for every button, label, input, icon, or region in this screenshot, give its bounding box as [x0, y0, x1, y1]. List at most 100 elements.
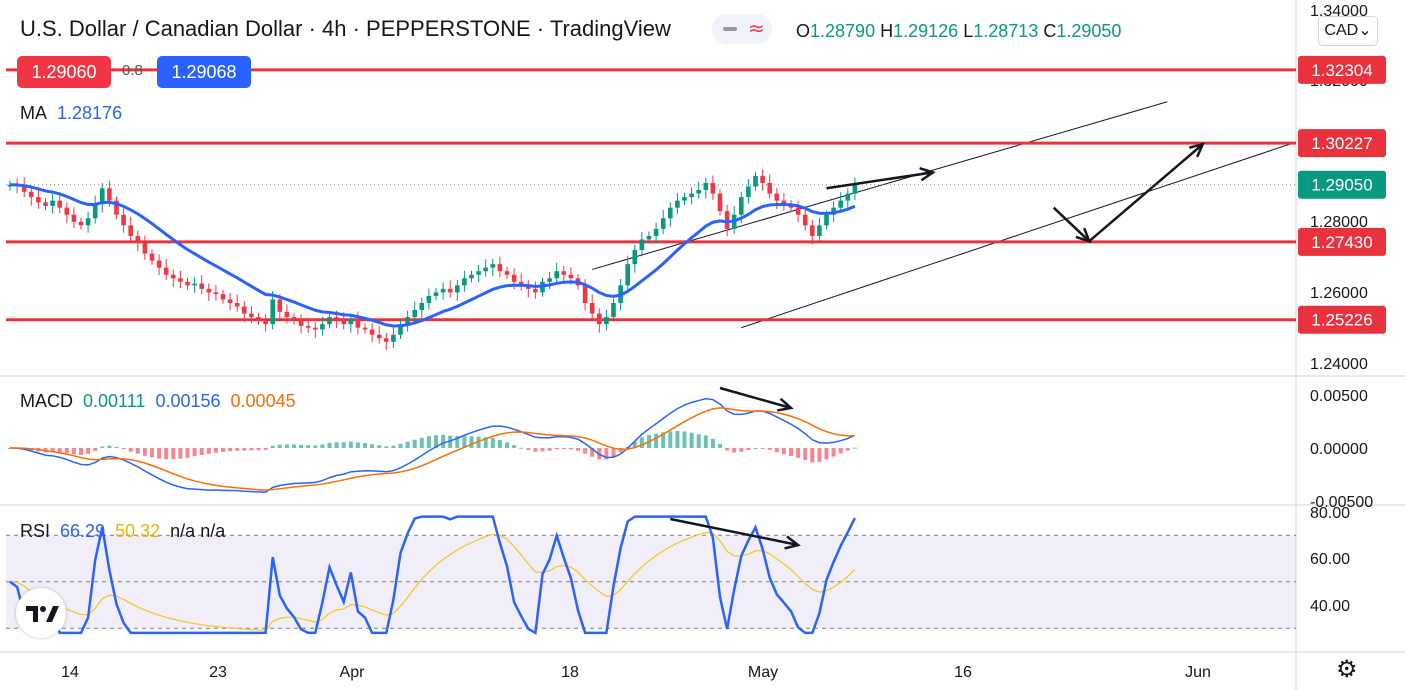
macd-histogram-bar: [135, 448, 140, 454]
time-tick-label: 16: [954, 664, 972, 681]
macd-histogram-bar: [213, 448, 218, 453]
macd-histogram-bar: [157, 448, 162, 459]
spread-value: 0.8: [122, 62, 143, 79]
candle-body: [533, 288, 538, 293]
annotation-arrow: [826, 171, 934, 190]
price-tick-label: 1.34000: [1310, 3, 1368, 20]
macd-histogram-bar: [469, 436, 474, 448]
ma-polyline: [9, 183, 856, 328]
annotation-arrow: [1088, 143, 1204, 243]
candle-body: [817, 225, 822, 236]
price-tick-label: 1.26000: [1310, 285, 1368, 302]
level-price-tag: [1298, 305, 1386, 334]
candle-body: [29, 191, 34, 198]
macd-histogram-bar: [668, 431, 673, 448]
last-price-tag: [1298, 170, 1386, 199]
candle-body: [405, 317, 410, 325]
rsi-legend[interactable]: RSI 66.29 50.32 n/a n/a: [20, 521, 226, 541]
rsi-tick-label: 40.00: [1310, 598, 1350, 615]
macd-histogram-bar: [235, 448, 240, 451]
gear-icon[interactable]: ⚙: [1336, 655, 1358, 683]
macd-histogram-bar: [732, 448, 737, 453]
candle-body: [36, 197, 41, 203]
macd-histogram-bar: [185, 448, 190, 458]
macd-histogram-bar: [568, 448, 573, 450]
rsi-tick-label: 60.00: [1310, 551, 1350, 568]
macd-histogram-bar: [306, 445, 311, 448]
candle-body: [469, 274, 474, 279]
sell-button[interactable]: 1.29060: [17, 56, 111, 88]
candle-body: [511, 274, 517, 282]
macd-histogram-bar: [171, 448, 176, 460]
macd-histogram-bar: [455, 436, 460, 448]
macd-histogram-bar: [710, 438, 715, 448]
candle-body: [611, 302, 616, 318]
candle-body: [270, 299, 275, 325]
macd-histogram-bar: [583, 448, 588, 454]
candle-body: [412, 310, 417, 318]
candle-body: [50, 200, 55, 206]
macd-histogram-bar: [739, 448, 744, 452]
macd-histogram-bar: [618, 448, 623, 453]
macd-tick-label: -0.00500: [1310, 494, 1373, 511]
time-tick-label: 14: [61, 664, 79, 681]
macd-histogram-bar: [348, 441, 353, 448]
macd-histogram-bar: [838, 448, 843, 454]
macd-legend[interactable]: MACD 0.00111 0.00156 0.00045: [20, 391, 296, 411]
symbol-title[interactable]: U.S. Dollar / Canadian Dollar · 4h · PEP…: [20, 16, 671, 41]
macd-histogram-value: 0.00111: [83, 391, 146, 411]
macd-histogram-bar: [391, 445, 396, 448]
candle-body: [21, 185, 27, 192]
buy-button[interactable]: 1.29068: [157, 56, 251, 88]
candle-body: [703, 182, 709, 191]
candle-body: [589, 302, 595, 314]
macd-histogram-bar: [632, 441, 637, 448]
candle-body: [426, 295, 432, 303]
annotation-arrow-head: [1188, 142, 1205, 158]
ma-legend[interactable]: MA 1.28176: [20, 103, 123, 123]
macd-histogram-bar: [448, 435, 453, 448]
candle-body: [178, 278, 183, 282]
rsi-value: 66.29: [60, 521, 106, 541]
candle-body: [213, 292, 219, 295]
currency-selector[interactable]: CAD⌄: [1318, 16, 1378, 46]
rsi-line: [9, 515, 857, 635]
macd-histogram-bar: [505, 442, 509, 448]
macd-histogram-bar: [462, 436, 467, 448]
macd-histogram-bar: [547, 448, 552, 451]
macd-histogram-bar: [341, 442, 346, 448]
candle-body: [497, 264, 503, 272]
macd-histogram-bar: [284, 444, 289, 448]
macd-histogram-bar: [221, 448, 225, 452]
macd-histogram-bar: [150, 448, 154, 458]
candle-body: [369, 329, 375, 335]
macd-histogram-bar: [483, 437, 488, 448]
macd-divergence-arrow: [719, 386, 792, 410]
macd-histogram-bar: [852, 447, 857, 449]
time-axis[interactable]: 14 23 Apr 18 May 16 Jun: [61, 664, 1211, 681]
candle-body: [653, 228, 659, 236]
macd-histogram-bar: [760, 448, 765, 449]
candle-body: [682, 197, 687, 201]
candle-body: [107, 188, 112, 201]
time-tick-label: May: [748, 664, 778, 681]
candle-body: [249, 313, 254, 318]
candle-body: [831, 207, 836, 215]
macd-histogram-bar: [845, 448, 850, 451]
macd-histogram-bar: [789, 448, 793, 457]
macd-pane: [8, 386, 857, 493]
candle-body: [135, 235, 141, 243]
tradingview-logo[interactable]: [16, 588, 66, 638]
macd-histogram-bar: [398, 443, 403, 448]
macd-histogram-bar: [746, 448, 751, 451]
indicator-toggle-pill[interactable]: ≈: [712, 14, 772, 44]
macd-histogram-bar: [299, 444, 304, 448]
candle-body: [192, 283, 197, 286]
candle-body: [433, 292, 439, 296]
candle-body: [156, 260, 162, 268]
macd-histogram-bar: [639, 437, 644, 448]
candle-body: [476, 271, 481, 275]
level-price-tag-label: 1.27430: [1311, 233, 1372, 252]
candle-body: [298, 320, 304, 326]
